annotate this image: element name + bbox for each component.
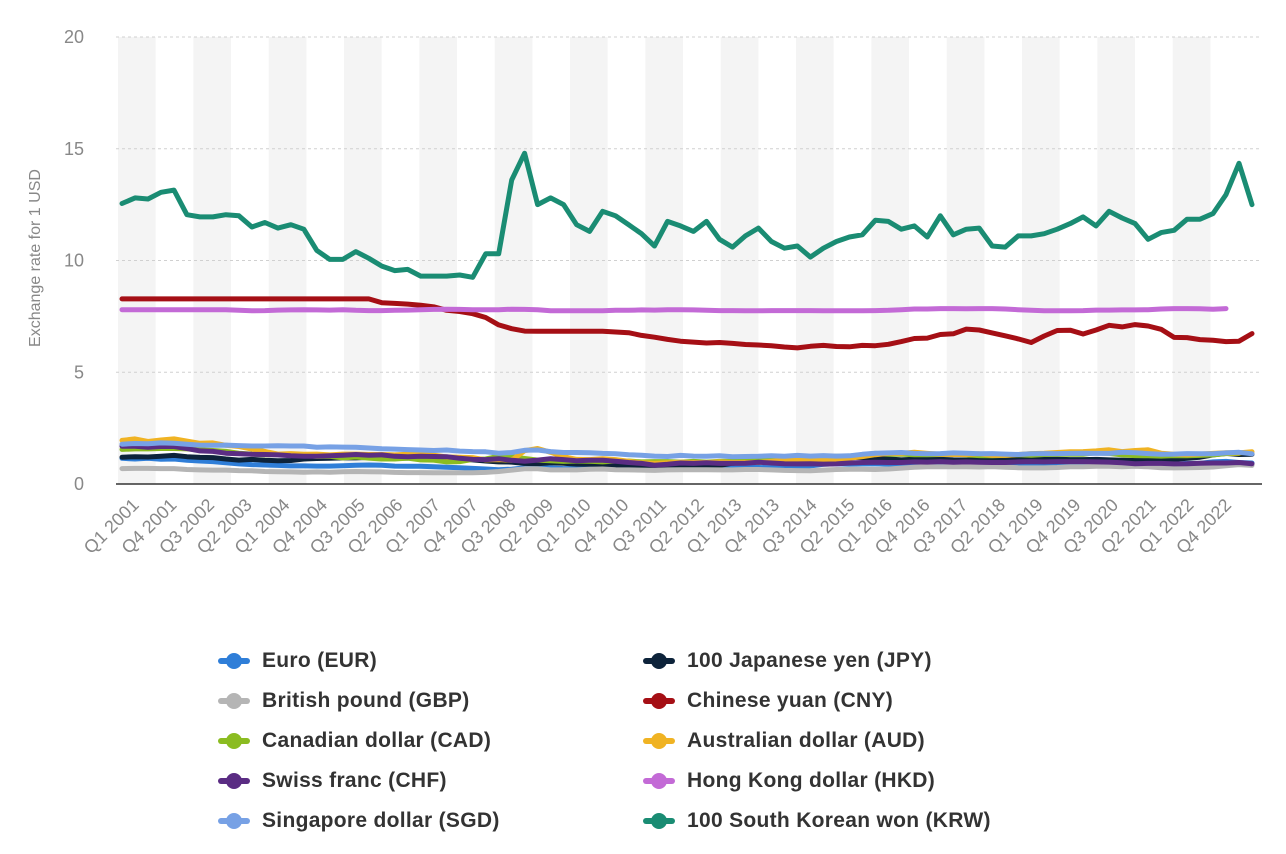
legend-label: 100 Japanese yen (JPY) xyxy=(687,649,932,672)
legend-label: Euro (EUR) xyxy=(262,649,377,672)
legend-swatch xyxy=(218,726,250,756)
series-line-8 xyxy=(119,440,1255,460)
legend-swatch xyxy=(643,646,675,676)
legend-item[interactable]: Euro (EUR) xyxy=(218,646,377,676)
y-tick-label: 10 xyxy=(64,251,84,271)
series-line-2 xyxy=(119,462,1255,476)
legend-swatch xyxy=(218,686,250,716)
legend-item[interactable]: 100 Japanese yen (JPY) xyxy=(643,646,932,676)
legend-swatch xyxy=(218,646,250,676)
alternating-column-bands xyxy=(118,37,1211,484)
legend-swatch xyxy=(218,806,250,836)
legend-label: Canadian dollar (CAD) xyxy=(262,729,492,752)
legend-item[interactable]: Australian dollar (AUD) xyxy=(643,726,925,756)
y-gridlines xyxy=(116,36,1262,485)
legend-swatch xyxy=(218,766,250,796)
legend-item[interactable]: Singapore dollar (SGD) xyxy=(218,806,500,836)
column-band xyxy=(1097,37,1135,484)
y-axis-title: Exchange rate for 1 USD xyxy=(27,169,44,347)
legend-item[interactable]: 100 South Korean won (KRW) xyxy=(643,806,991,836)
legend-label: Australian dollar (AUD) xyxy=(687,729,925,752)
series-line-9 xyxy=(119,150,1255,280)
legend-swatch xyxy=(643,766,675,796)
y-tick-label: 15 xyxy=(64,139,84,159)
legend-item[interactable]: Chinese yuan (CNY) xyxy=(643,686,893,716)
legend-label: Swiss franc (CHF) xyxy=(262,769,447,792)
series-line-3 xyxy=(119,296,1255,351)
legend-item[interactable]: British pound (GBP) xyxy=(218,686,470,716)
legend-label: Chinese yuan (CNY) xyxy=(687,689,894,712)
series-line-6 xyxy=(119,443,1255,468)
y-tick-label: 0 xyxy=(74,474,84,494)
legend-label: Singapore dollar (SGD) xyxy=(262,809,500,832)
legend-label: Hong Kong dollar (HKD) xyxy=(687,769,936,792)
legend-item[interactable]: Hong Kong dollar (HKD) xyxy=(643,766,935,796)
y-tick-label: 20 xyxy=(64,27,84,47)
legend-item[interactable]: Swiss franc (CHF) xyxy=(218,766,447,796)
legend-swatch xyxy=(643,726,675,756)
y-tick-label: 5 xyxy=(74,362,84,382)
column-band xyxy=(419,37,457,484)
column-band xyxy=(570,37,608,484)
legend-label: British pound (GBP) xyxy=(262,689,470,712)
series-lines xyxy=(119,150,1255,476)
y-axis-ticks: 0 5 10 15 20 xyxy=(64,27,84,494)
legend-swatch xyxy=(643,686,675,716)
legend-item[interactable]: Canadian dollar (CAD) xyxy=(218,726,491,756)
legend-swatch xyxy=(643,806,675,836)
exchange-rate-chart: 0 5 10 15 20 Exchange rate for 1 USD Q1 2001… xyxy=(27,27,1262,558)
legend-label: 100 South Korean won (KRW) xyxy=(687,809,991,832)
series-line-7 xyxy=(119,306,1229,314)
